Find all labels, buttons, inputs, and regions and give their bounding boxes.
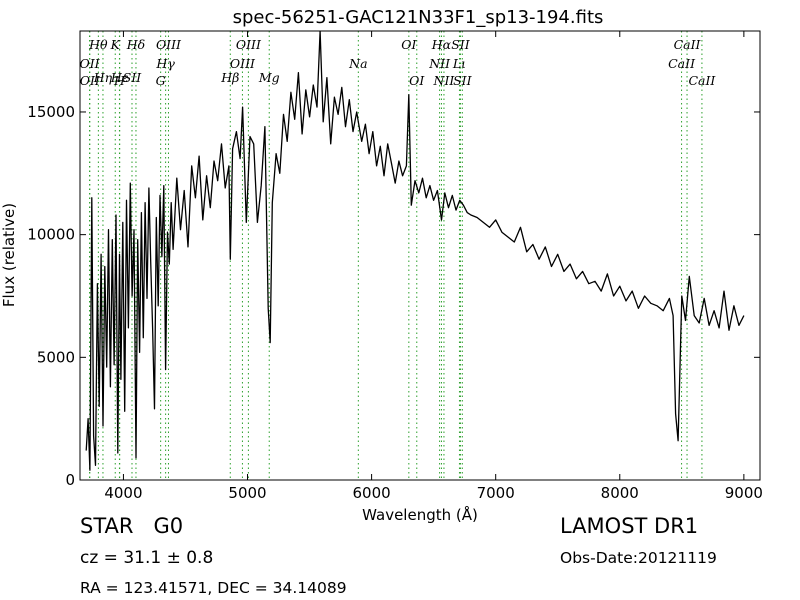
line-label-20: Mg <box>258 70 280 85</box>
line-label-17: Hε <box>110 70 129 85</box>
line-label-12: Na <box>348 56 367 71</box>
chart-title: spec-56251-GAC121N33F1_sp13-194.fits <box>233 7 604 28</box>
x-tick-label-2: 6000 <box>353 484 391 502</box>
coordinates: RA = 123.41571, DEC = 34.14089 <box>80 579 347 597</box>
line-label-9: OII <box>79 56 100 71</box>
line-label-3: OIII <box>156 37 182 52</box>
classification-label: STAR G0 <box>80 514 183 538</box>
y-tick-label-3: 15000 <box>27 103 75 121</box>
line-label-15: CaII <box>668 56 696 71</box>
line-label-6: Hα <box>431 37 452 52</box>
line-label-26: SII <box>453 73 473 88</box>
y-tick-label-0: 0 <box>65 471 75 489</box>
x-tick-label-5: 9000 <box>725 484 763 502</box>
line-label-1: K <box>110 37 121 52</box>
line-label-23: G <box>156 73 166 88</box>
line-label-22: H <box>113 73 126 88</box>
line-label-11: OIII <box>230 56 256 71</box>
y-axis-label: Flux (relative) <box>0 203 18 307</box>
object-subclass: G0 <box>153 514 184 538</box>
line-label-4: OIII <box>236 37 262 52</box>
y-tick-label-1: 5000 <box>37 348 75 366</box>
plot-clip <box>85 31 745 471</box>
line-label-16: Hη <box>93 70 113 85</box>
plot-frame <box>79 30 761 481</box>
line-label-10: Hγ <box>155 56 175 71</box>
line-label-19: Hβ <box>220 70 239 85</box>
line-label-14: Lι <box>452 56 466 71</box>
line-label-24: OI <box>409 73 425 88</box>
line-label-0: Hθ <box>88 37 108 52</box>
survey-name: LAMOST DR1 <box>560 514 699 538</box>
object-class: STAR <box>80 514 134 538</box>
line-label-7: SII <box>451 37 471 52</box>
x-tick-label-0: 4000 <box>104 484 142 502</box>
line-label-21: OII <box>80 73 101 88</box>
x-axis-label: Wavelength (Å) <box>362 505 478 524</box>
spectrum-series-0 <box>85 31 745 471</box>
redshift-value: cz = 31.1 ± 0.8 <box>80 548 214 568</box>
line-label-8: CaII <box>674 37 702 52</box>
observation-date: Obs-Date:20121119 <box>560 549 717 567</box>
x-tick-label-1: 5000 <box>228 484 266 502</box>
y-tick-label-2: 10000 <box>27 226 75 244</box>
line-label-27: CaII <box>688 73 716 88</box>
line-label-18: SII <box>123 70 143 85</box>
line-label-13: NII <box>428 56 451 71</box>
line-label-2: Hδ <box>126 37 145 52</box>
x-tick-label-3: 7000 <box>477 484 515 502</box>
line-label-5: OI <box>401 37 417 52</box>
axis-ticks: 4000 5000 6000 7000 8000 9000 0 5000 10000 15000 <box>27 31 763 502</box>
x-tick-label-4: 8000 <box>601 484 639 502</box>
line-label-25: NII <box>433 73 456 88</box>
emission-line-markers <box>89 31 703 480</box>
